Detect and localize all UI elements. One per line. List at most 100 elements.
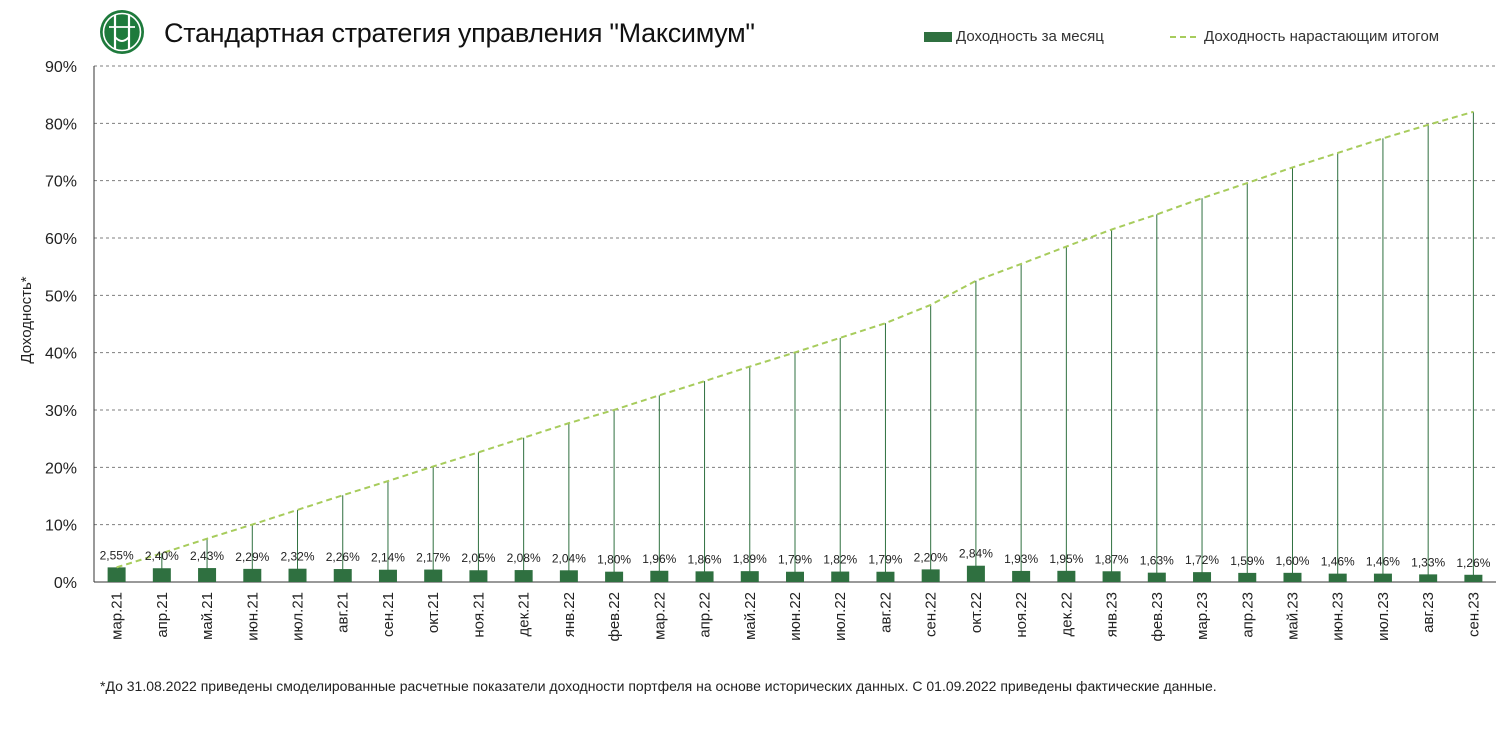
bar — [966, 565, 985, 582]
bar — [1328, 573, 1347, 582]
bar — [469, 570, 488, 582]
x-tick-label: ноя.21 — [470, 592, 487, 638]
x-tick-label: апр.22 — [697, 592, 714, 638]
bar — [1238, 572, 1257, 582]
x-tick-label: июн.22 — [787, 592, 804, 641]
legend-label-cumulative: Доходность нарастающим итогом — [1204, 28, 1440, 45]
bar — [740, 571, 759, 582]
bar-value-label: 2,40% — [145, 549, 179, 563]
y-tick-label: 20% — [45, 460, 77, 477]
y-tick-label: 30% — [45, 403, 77, 420]
x-tick-label: сен.23 — [1465, 592, 1482, 637]
x-tick-label: дек.22 — [1058, 592, 1075, 637]
bar — [831, 571, 850, 582]
x-tick-label: авг.23 — [1420, 592, 1437, 633]
y-tick-label: 40% — [45, 346, 77, 363]
y-tick-label: 10% — [45, 518, 77, 535]
chart-title: Стандартная стратегия управления "Максим… — [164, 18, 755, 48]
x-tick-label: дек.21 — [516, 592, 533, 637]
bar-value-label: 1,63% — [1140, 554, 1174, 568]
bar — [786, 571, 804, 582]
bar — [1464, 574, 1483, 582]
x-tick-label: сен.22 — [923, 592, 940, 637]
bar-value-label: 1,79% — [868, 553, 902, 567]
bar-value-label: 1,79% — [778, 553, 812, 567]
bar — [695, 571, 714, 582]
bar — [559, 570, 578, 582]
bar — [152, 568, 171, 582]
x-tick-label: июл.23 — [1375, 592, 1392, 641]
bar — [1419, 574, 1438, 582]
x-tick-label: май.22 — [742, 592, 759, 640]
bar — [876, 571, 895, 582]
bar — [1193, 572, 1212, 582]
bar-value-label: 2,84% — [959, 547, 993, 561]
footnote: *До 31.08.2022 приведены смоделированные… — [100, 678, 1217, 694]
bar — [198, 568, 217, 582]
x-tick-label: авг.22 — [877, 592, 894, 633]
x-tick-label: июл.21 — [290, 592, 307, 641]
x-tick-label: фев.23 — [1149, 592, 1166, 642]
bar-value-label: 1,96% — [642, 552, 676, 566]
bar — [333, 569, 352, 582]
bar — [288, 568, 307, 582]
bar-value-label: 1,59% — [1230, 554, 1264, 568]
y-tick-label: 50% — [45, 288, 77, 305]
x-tick-label: июл.22 — [832, 592, 849, 641]
chart-area: 0% 10% 20% 30% 40% 50% 60% 70% 80% 90% Доходность*… — [18, 59, 1496, 642]
bar-value-label: 1,46% — [1366, 555, 1400, 569]
bar-value-label: 1,89% — [733, 552, 767, 566]
legend-item-cumulative: Доходность нарастающим итогом — [1170, 28, 1439, 45]
company-logo-icon — [100, 10, 144, 54]
bar-value-label: 1,46% — [1321, 555, 1355, 569]
bar — [921, 569, 940, 582]
x-tick-label: июн.21 — [244, 592, 261, 641]
bar — [1147, 572, 1166, 582]
bar-value-label: 1,87% — [1095, 552, 1129, 566]
x-tick-label: янв.23 — [1104, 592, 1121, 637]
x-tick-label: авг.21 — [335, 592, 352, 633]
x-tick-label: апр.23 — [1239, 592, 1256, 638]
cumulative-line — [116, 110, 1474, 569]
bar-value-label: 2,32% — [281, 550, 315, 564]
y-tick-label: 60% — [45, 231, 77, 248]
x-tick-label: сен.21 — [380, 592, 397, 637]
y-axis-label: Доходность* — [18, 276, 35, 363]
bar — [107, 567, 126, 582]
x-tick-label: мар.23 — [1194, 592, 1211, 640]
bar-value-label: 2,05% — [461, 551, 495, 565]
x-tick-label: фев.22 — [606, 592, 623, 642]
x-tick-label: мар.22 — [651, 592, 668, 640]
bar-value-label: 1,33% — [1411, 555, 1445, 569]
legend-item-monthly: Доходность за месяц — [924, 28, 1104, 45]
legend-label-monthly: Доходность за месяц — [956, 28, 1104, 45]
legend-line-swatch — [1170, 35, 1196, 38]
bar-value-label: 1,26% — [1456, 556, 1490, 570]
y-tick-label: 80% — [45, 116, 77, 133]
x-tick-label: ноя.22 — [1013, 592, 1030, 638]
bar-value-label: 2,43% — [190, 549, 224, 563]
bar — [514, 570, 533, 582]
bar — [424, 569, 443, 582]
bar-value-label: 2,08% — [507, 551, 541, 565]
bar-value-label: 2,04% — [552, 551, 586, 565]
bar — [1102, 571, 1121, 582]
x-tick-label: апр.21 — [154, 592, 171, 638]
y-tick-label: 90% — [45, 59, 77, 76]
bar-value-label: 1,72% — [1185, 553, 1219, 567]
bar-value-label: 1,86% — [688, 552, 722, 566]
bar-value-label: 2,20% — [914, 550, 948, 564]
bar-value-label: 2,26% — [326, 550, 360, 564]
bar-value-label: 2,55% — [100, 548, 134, 562]
bar-value-label: 1,95% — [1049, 552, 1083, 566]
bar — [650, 570, 669, 582]
legend-bar-swatch — [924, 31, 952, 42]
bar — [243, 568, 262, 582]
bar-value-label: 1,93% — [1004, 552, 1038, 566]
x-tick-label: май.23 — [1284, 592, 1301, 640]
x-tick-label: май.21 — [199, 592, 216, 640]
bar — [1012, 570, 1031, 582]
x-tick-label: мар.21 — [109, 592, 126, 640]
bar-value-label: 2,29% — [235, 550, 269, 564]
bar — [378, 569, 397, 582]
